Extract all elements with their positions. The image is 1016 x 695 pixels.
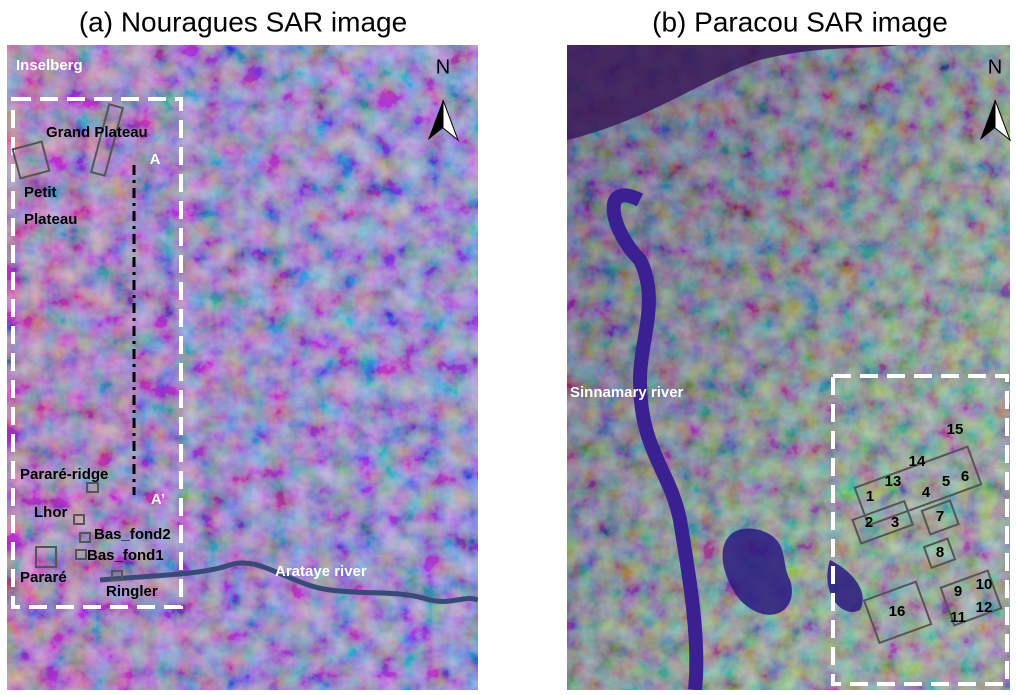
plot-number: 10 <box>976 576 993 593</box>
plot-number: 12 <box>976 599 993 616</box>
plot-number: 16 <box>889 603 906 620</box>
site-label: Arataye river <box>275 563 367 580</box>
site-label: A <box>150 151 161 168</box>
plot-number: 1 <box>866 488 874 505</box>
site-label: Ringler <box>106 583 158 600</box>
sar-image-a <box>7 45 478 690</box>
site-label: Bas_fond1 <box>87 547 164 564</box>
site-label: Pararé-ridge <box>20 466 108 483</box>
plot-number: 11 <box>950 609 966 626</box>
site-label: Sinnamary river <box>570 384 684 401</box>
north-arrows <box>428 99 1012 142</box>
plot-number: 13 <box>885 473 902 490</box>
panel-title: (b) Paracou SAR image <box>652 6 948 37</box>
sar-image-b <box>567 45 1010 690</box>
plot-number: 5 <box>942 473 950 490</box>
plot-outlines <box>11 103 1003 645</box>
north-label: N <box>436 56 450 78</box>
site-label: A’ <box>151 491 165 508</box>
plot-number: 8 <box>936 544 944 561</box>
site-label: Plateau <box>24 211 77 228</box>
site-label: Lhor <box>34 504 67 521</box>
site-label: Pararé <box>20 569 67 586</box>
plot-number: 6 <box>961 468 969 485</box>
study-area-box <box>11 97 1009 686</box>
north-label: N <box>988 56 1002 78</box>
plot-number: 2 <box>865 514 873 531</box>
panel-title: (a) Nouragues SAR image <box>79 6 407 37</box>
plot-number: 3 <box>891 514 899 531</box>
plot-number: 9 <box>954 583 962 600</box>
plot-number: 7 <box>936 508 944 525</box>
site-label: Grand Plateau <box>46 124 148 141</box>
site-label: Bas_fond2 <box>94 526 171 543</box>
plot-number: 15 <box>947 421 964 438</box>
plot-number: 14 <box>909 453 926 470</box>
site-label: Petit <box>24 184 57 201</box>
site-label: Inselberg <box>16 57 83 74</box>
plot-number: 4 <box>922 484 931 501</box>
